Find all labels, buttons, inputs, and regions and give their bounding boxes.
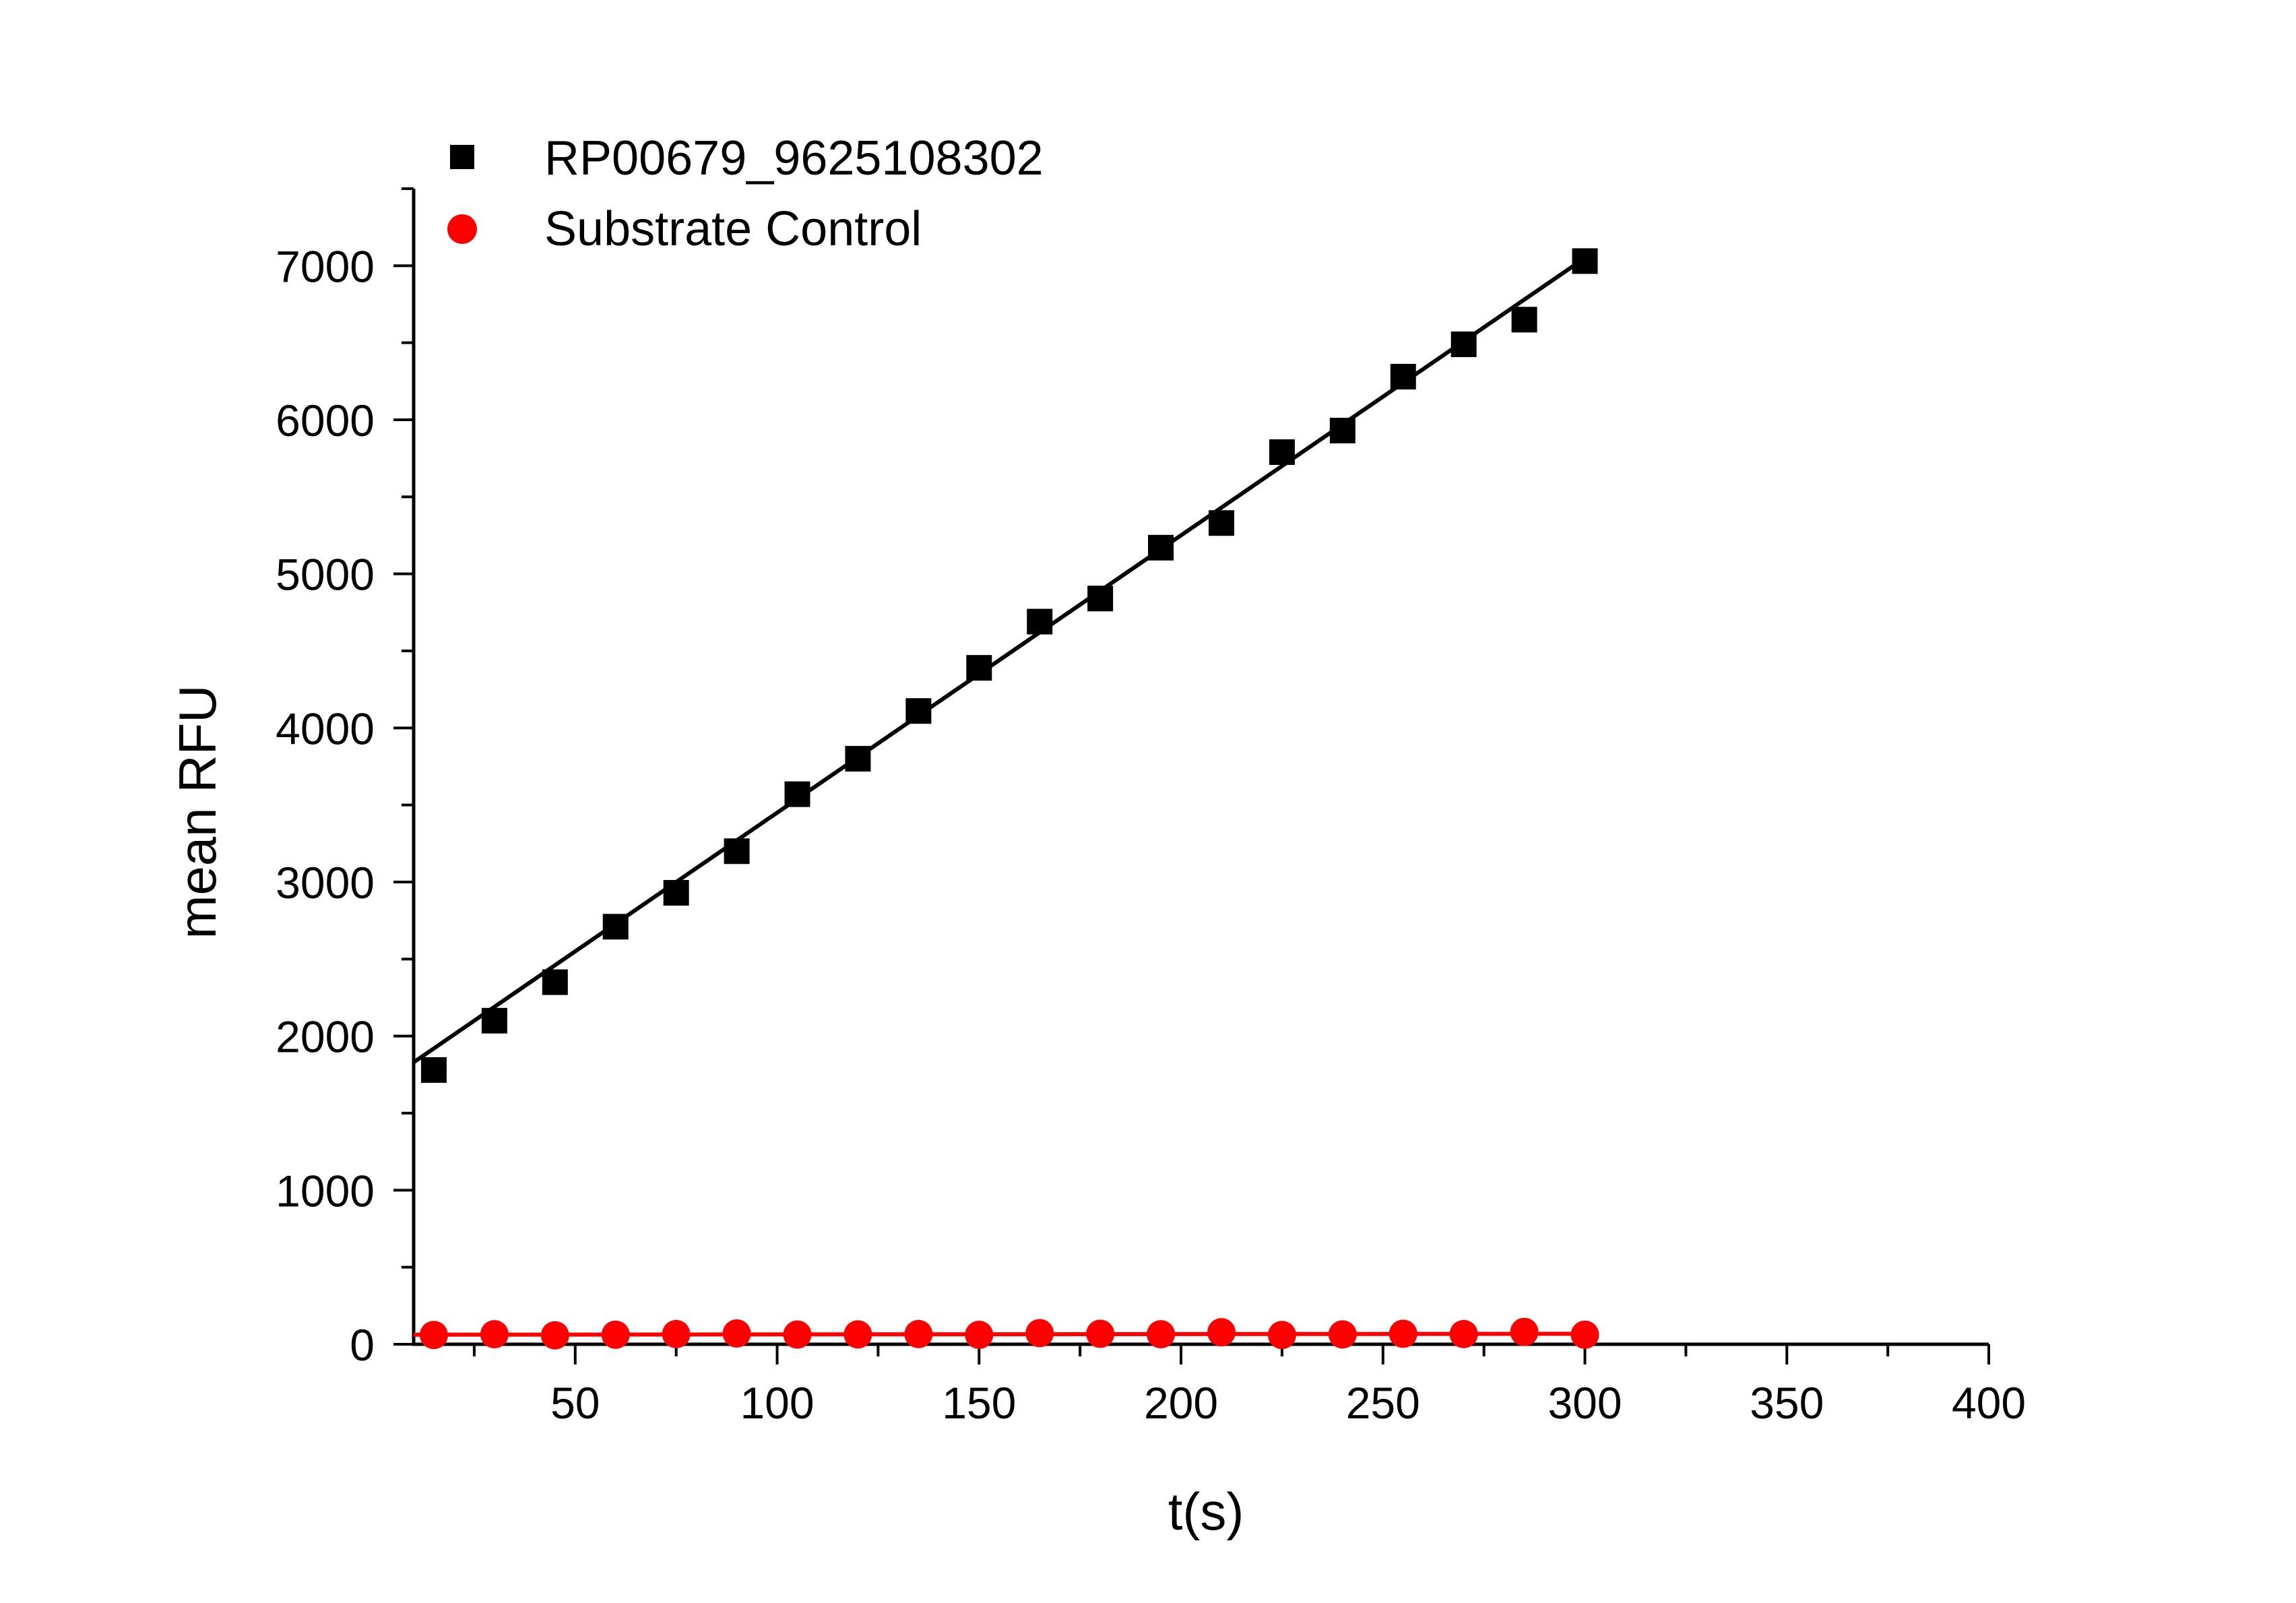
x-tick-label: 200 (1144, 1378, 1218, 1428)
data-point-square (966, 655, 992, 681)
data-point-circle (1025, 1319, 1054, 1348)
legend-marker-circle (447, 214, 477, 244)
data-point-square (724, 838, 750, 865)
y-tick-label: 0 (350, 1320, 375, 1370)
y-tick-label: 6000 (276, 396, 375, 445)
data-points (419, 248, 1599, 1350)
data-point-square (1390, 363, 1416, 389)
y-tick-label: 4000 (276, 703, 375, 753)
y-tick-label: 1000 (276, 1166, 375, 1216)
data-point-circle (1389, 1319, 1417, 1348)
data-point-circle (1207, 1318, 1236, 1347)
data-point-circle (904, 1319, 933, 1348)
data-point-circle (843, 1320, 872, 1349)
data-point-circle (722, 1319, 751, 1348)
data-point-square (1148, 534, 1174, 561)
y-tick-label: 7000 (276, 241, 375, 291)
y-tick-label: 5000 (276, 550, 375, 600)
data-point-circle (540, 1321, 569, 1350)
data-point-square (481, 1007, 507, 1034)
data-point-circle (419, 1321, 448, 1350)
data-point-circle (601, 1320, 630, 1349)
data-point-square (1329, 418, 1356, 444)
y-tick-label: 2000 (276, 1012, 375, 1062)
x-tick-label: 150 (942, 1378, 1016, 1428)
data-point-square (1450, 331, 1477, 357)
data-point-square (1511, 307, 1537, 333)
data-point-circle (1449, 1319, 1478, 1348)
data-point-square (1087, 586, 1114, 612)
data-point-circle (480, 1320, 509, 1349)
data-point-circle (783, 1320, 812, 1349)
data-point-circle (1267, 1321, 1296, 1350)
data-point-circle (965, 1321, 994, 1350)
data-point-square (1572, 248, 1598, 274)
data-point-square (602, 914, 629, 940)
tick-labels: 50 100 150 200 250 300 350 40001000200030004000… (276, 241, 2026, 1428)
data-point-square (1027, 608, 1053, 635)
data-point-circle (1570, 1320, 1599, 1349)
data-point-square (542, 969, 568, 995)
x-tick-label: 400 (1952, 1378, 2026, 1428)
data-point-square (663, 880, 689, 906)
y-tick-label: 3000 (276, 858, 375, 908)
data-point-circle (1510, 1317, 1539, 1346)
data-point-circle (1328, 1320, 1357, 1349)
data-point-square (845, 746, 871, 772)
x-tick-label: 50 (550, 1378, 600, 1428)
fit-lines (412, 256, 1587, 1337)
axes (393, 187, 1990, 1364)
y-axis-title: mean RFU (168, 685, 227, 939)
data-point-square (905, 698, 932, 724)
data-point-square (420, 1057, 447, 1083)
x-tick-label: 300 (1548, 1378, 1622, 1428)
x-tick-label: 350 (1750, 1378, 1824, 1428)
x-axis-title: t(s) (1168, 1482, 1244, 1541)
legend-label-series-2: Substrate Control (544, 202, 922, 256)
data-point-square (1269, 439, 1295, 466)
legend-label-series-1: RP00679_9625108302 (544, 131, 1044, 185)
data-point-circle (662, 1319, 691, 1348)
data-point-circle (1147, 1320, 1176, 1349)
data-point-square (1208, 510, 1234, 536)
data-point-circle (1086, 1319, 1115, 1348)
legend-marker-square (450, 145, 474, 169)
x-tick-label: 100 (740, 1378, 814, 1428)
x-tick-label: 250 (1346, 1378, 1420, 1428)
data-point-square (784, 781, 810, 807)
legend: RP00679_9625108302 Substrate Control (447, 131, 1044, 256)
